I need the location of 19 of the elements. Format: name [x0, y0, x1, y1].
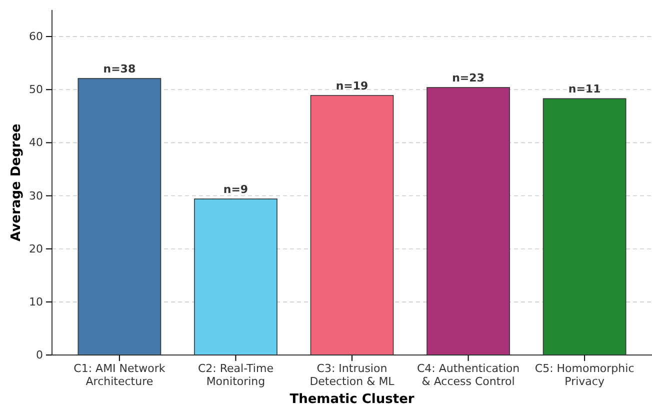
x-tick-label: C1: AMI Network Architecture — [74, 362, 166, 388]
y-tick-label: 30 — [29, 189, 43, 202]
y-axis-title: Average Degree — [9, 123, 24, 242]
annotation: n=19 — [336, 79, 368, 92]
annotation: n=23 — [452, 71, 484, 84]
annotation: n=11 — [568, 82, 601, 96]
y-tick-label: 0 — [36, 348, 43, 362]
annotation: n=9 — [223, 182, 248, 196]
x-axis-title: Thematic Cluster — [290, 392, 415, 407]
x-tick-label: C4: Authentication & Access Control — [416, 362, 520, 388]
x-tick-label: C3: Intrusion Detection & ML — [310, 362, 396, 388]
annotation: n=38 — [103, 62, 136, 76]
y-tick-label: 40 — [29, 136, 43, 150]
y-tick-label: 60 — [29, 30, 43, 44]
y-tick-label: 20 — [29, 242, 43, 256]
y-tick-label: 10 — [29, 295, 43, 308]
x-tick-label: C2: Real-Time Monitoring — [198, 362, 274, 388]
x-tick-label: C5: Homomorphic Privacy — [534, 362, 634, 388]
y-tick-label: 50 — [29, 83, 43, 96]
